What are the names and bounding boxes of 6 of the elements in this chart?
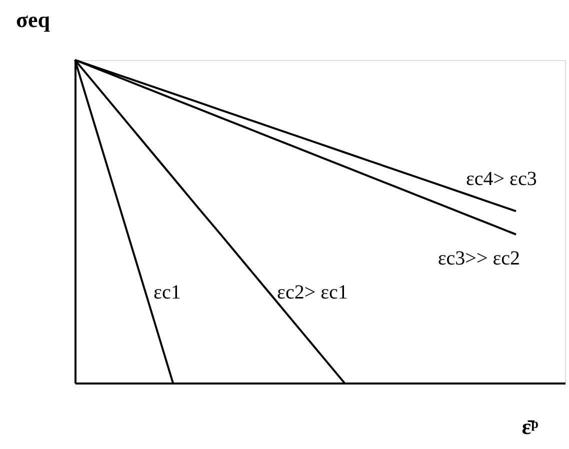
series-label: εc3>> εc2 — [438, 247, 520, 270]
y-axis-title: σeq — [16, 7, 51, 32]
x-axis-title: ε̄ᵖ — [522, 414, 538, 439]
series-label: εc2> εc1 — [277, 282, 348, 304]
series-label: εc4> εc3 — [466, 168, 537, 190]
series-label: εc1 — [154, 282, 181, 304]
